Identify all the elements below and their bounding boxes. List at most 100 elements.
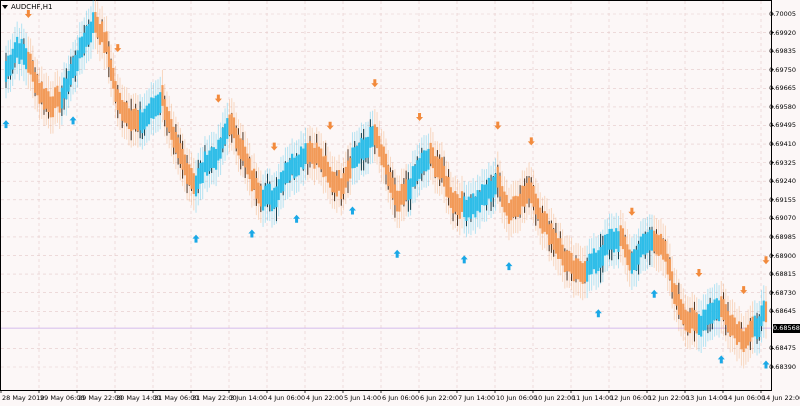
time-tick-label: 31 May 22:00 xyxy=(192,394,237,402)
time-tick-label: 10 Jun 06:00 xyxy=(496,394,538,402)
price-tick-label: 0.69325 xyxy=(769,158,796,167)
time-tick-label: 28 May 2019 xyxy=(2,394,45,402)
sell-arrow-icon xyxy=(762,256,770,265)
buy-arrow-icon xyxy=(762,360,770,369)
time-tick-label: 7 Jun 14:00 xyxy=(458,394,496,402)
plot-frame xyxy=(0,0,772,391)
price-tick-label: 0.70005 xyxy=(769,10,796,18)
price-tick-label: 0.69920 xyxy=(769,28,796,37)
time-tick-label: 12 Jun 22:00 xyxy=(648,394,690,402)
price-tick-label: 0.68645 xyxy=(769,307,796,316)
buy-arrow-icon xyxy=(505,262,513,271)
sell-arrow-icon xyxy=(371,79,379,88)
buy-arrow-icon xyxy=(650,289,658,298)
arrow-head xyxy=(628,207,636,216)
price-tick-label: 0.69835 xyxy=(769,47,796,56)
arrow-head xyxy=(695,269,703,278)
arrow-head xyxy=(214,94,222,103)
price-tick-label: 0.69665 xyxy=(769,84,796,93)
buy-arrow-icon xyxy=(69,116,77,125)
time-tick-label: 5 Jun 14:00 xyxy=(344,394,382,402)
current-price-label: 0.68568 xyxy=(773,323,800,333)
arrow-head xyxy=(460,255,468,264)
buy-arrow-icon xyxy=(2,120,10,129)
time-tick-label: 13 Jun 14:00 xyxy=(686,394,728,402)
sell-arrow-icon xyxy=(527,137,535,146)
price-tick-label: 0.69070 xyxy=(769,214,796,223)
arrow-head xyxy=(762,256,770,265)
time-tick-label: 14 Jun 22:00 xyxy=(762,394,800,402)
time-tick-label: 29 May 22:00 xyxy=(78,394,123,402)
time-tick-label: 14 Jun 06:00 xyxy=(724,394,766,402)
arrow-head xyxy=(114,44,122,53)
sell-arrow-icon xyxy=(326,121,334,130)
buy-arrow-icon xyxy=(192,234,200,243)
sell-arrow-icon xyxy=(214,94,222,103)
arrow-head xyxy=(650,289,658,298)
arrow-head xyxy=(717,355,725,364)
arrow-head xyxy=(740,286,748,295)
sell-arrow-icon xyxy=(270,142,278,151)
sell-arrow-icon xyxy=(695,269,703,278)
arrow-head xyxy=(505,262,513,271)
arrow-head xyxy=(527,137,535,146)
arrow-head xyxy=(371,79,379,88)
price-tick-label: 0.69750 xyxy=(769,65,796,74)
time-tick-label: 30 May 14:00 xyxy=(116,394,161,402)
price-tick-label: 0.68985 xyxy=(769,232,796,241)
sell-arrow-icon xyxy=(114,44,122,53)
arrow-head xyxy=(326,121,334,130)
buy-arrow-icon xyxy=(248,229,256,238)
time-tick-label: 12 Jun 06:00 xyxy=(610,394,652,402)
sell-arrow-icon xyxy=(740,286,748,295)
arrow-head xyxy=(270,142,278,151)
sell-arrow-icon xyxy=(628,207,636,216)
arrow-head xyxy=(24,10,32,18)
symbol-period-dropdown[interactable]: AUDCHF,H1 xyxy=(2,1,52,12)
arrow-head xyxy=(494,121,502,130)
price-tick-label: 0.69580 xyxy=(769,102,796,111)
time-tick-label: 4 Jun 22:00 xyxy=(306,394,344,402)
time-tick-label: 6 Jun 06:00 xyxy=(382,394,420,402)
price-tick-label: 0.69495 xyxy=(769,121,796,130)
price-tick-label: 0.68900 xyxy=(769,251,796,260)
price-tick-label: 0.69155 xyxy=(769,195,796,204)
price-tick-label: 0.68390 xyxy=(769,363,796,371)
time-tick-label: 31 May 06:00 xyxy=(154,394,199,402)
price-tick-label: 0.69410 xyxy=(769,140,796,149)
buy-arrow-icon xyxy=(460,255,468,264)
buy-arrow-icon xyxy=(293,214,301,223)
price-tick-label: 0.68815 xyxy=(769,270,796,279)
time-tick-label: 4 Jun 06:00 xyxy=(268,394,306,402)
price-tick-label: 0.68475 xyxy=(769,344,796,353)
sell-arrow-icon xyxy=(24,10,32,18)
buy-arrow-icon xyxy=(717,355,725,364)
time-tick-label: 29 May 06:00 xyxy=(40,394,85,402)
buy-arrow-icon xyxy=(393,249,401,258)
arrow-head xyxy=(2,120,10,129)
arrow-head xyxy=(348,206,356,215)
time-tick-label: 11 Jun 14:00 xyxy=(572,394,614,402)
sell-arrow-icon xyxy=(494,121,502,130)
arrow-head xyxy=(248,229,256,238)
arrow-head xyxy=(393,249,401,258)
arrow-head xyxy=(594,309,602,318)
arrow-head xyxy=(416,112,424,121)
buy-arrow-icon xyxy=(348,206,356,215)
time-tick-label: 6 Jun 22:00 xyxy=(420,394,458,402)
sell-arrow-icon xyxy=(416,112,424,121)
price-tick-label: 0.69240 xyxy=(769,177,796,186)
arrow-head xyxy=(762,360,770,369)
price-tick-label: 0.68730 xyxy=(769,288,796,297)
arrow-head xyxy=(69,116,77,125)
arrow-head xyxy=(192,234,200,243)
dropdown-triangle-icon xyxy=(2,4,8,9)
time-tick-label: 3 Jun 14:00 xyxy=(230,394,268,402)
buy-arrow-icon xyxy=(594,309,602,318)
arrow-head xyxy=(293,214,301,223)
trend-indicator-layer xyxy=(4,0,768,369)
time-tick-label: 10 Jun 22:00 xyxy=(534,394,576,402)
symbol-period-label: AUDCHF,H1 xyxy=(11,2,53,11)
